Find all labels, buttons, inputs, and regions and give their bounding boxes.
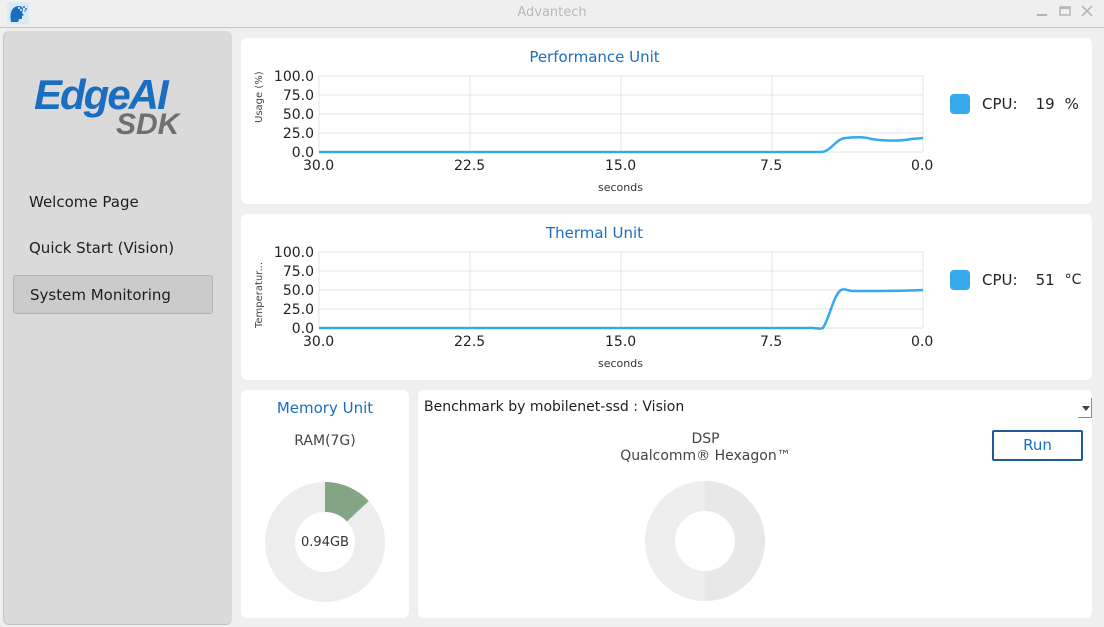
cpu-usage-value: 19 — [1035, 95, 1055, 113]
benchmark-model-select[interactable]: Benchmark by mobilenet-ssd : Vision — [418, 390, 1092, 426]
cpu-color-swatch — [950, 94, 970, 114]
dropdown-arrow-icon[interactable] — [1078, 398, 1092, 418]
memory-title: Memory Unit — [276, 399, 374, 417]
maximize-icon[interactable] — [1056, 4, 1074, 22]
memory-panel: Memory Unit RAM(7G) 0.94GB — [241, 390, 409, 618]
app-logo-icon — [7, 2, 29, 24]
thermal-panel: Thermal Unit Temperatur... 100.0 75.0 50… — [241, 214, 1092, 380]
performance-legend: CPU: 19 % — [950, 94, 1079, 114]
benchmark-donut-chart — [645, 481, 765, 601]
thermal-yticks: 100.0 75.0 50.0 25.0 0.0 — [273, 245, 314, 337]
thermal-chart — [318, 251, 924, 330]
minimize-icon[interactable] — [1033, 4, 1051, 22]
performance-chart — [318, 75, 924, 154]
ram-label: RAM(7G) — [294, 433, 356, 449]
performance-yticks: 100.0 75.0 50.0 25.0 0.0 — [273, 69, 314, 161]
thermal-ylabel: Temperatur... — [254, 261, 265, 328]
window-titlebar: Advantech — [0, 0, 1104, 28]
logo-text-sdk: SDK — [116, 108, 180, 141]
close-icon[interactable] — [1078, 4, 1096, 22]
benchmark-panel: Benchmark by mobilenet-ssd : Vision DSP … — [418, 390, 1092, 618]
performance-panel: Performance Unit Usage (%) 100.0 75.0 50… — [241, 38, 1092, 204]
memory-donut-chart — [265, 482, 385, 602]
thermal-legend: CPU: 51 °C — [950, 270, 1081, 290]
thermal-xlabel: seconds — [598, 357, 643, 370]
edgeai-sdk-logo: EdgeAI SDK — [34, 71, 194, 151]
benchmark-device-label: DSP Qualcomm® Hexagon™ — [620, 431, 791, 464]
performance-title: Performance Unit — [529, 48, 660, 66]
memory-used-value: 0.94GB — [301, 535, 349, 550]
main-content: Performance Unit Usage (%) 100.0 75.0 50… — [232, 31, 1101, 625]
sidebar: EdgeAI SDK Welcome Page Quick Start (Vis… — [3, 31, 232, 625]
cpu-temperature-value: 51 — [1035, 271, 1055, 289]
sidebar-item-quick-start-vision[interactable]: Quick Start (Vision) — [29, 239, 175, 257]
cpu-color-swatch — [950, 270, 970, 290]
logo-text-edgeai: EdgeAI — [34, 71, 169, 118]
thermal-title: Thermal Unit — [545, 224, 644, 242]
window-title: Advantech — [517, 5, 587, 20]
performance-xlabel: seconds — [598, 181, 643, 194]
sidebar-item-system-monitoring[interactable]: System Monitoring — [13, 275, 213, 314]
sidebar-item-welcome-page[interactable]: Welcome Page — [29, 193, 139, 211]
performance-ylabel: Usage (%) — [254, 71, 265, 123]
run-button[interactable]: Run — [992, 430, 1083, 461]
